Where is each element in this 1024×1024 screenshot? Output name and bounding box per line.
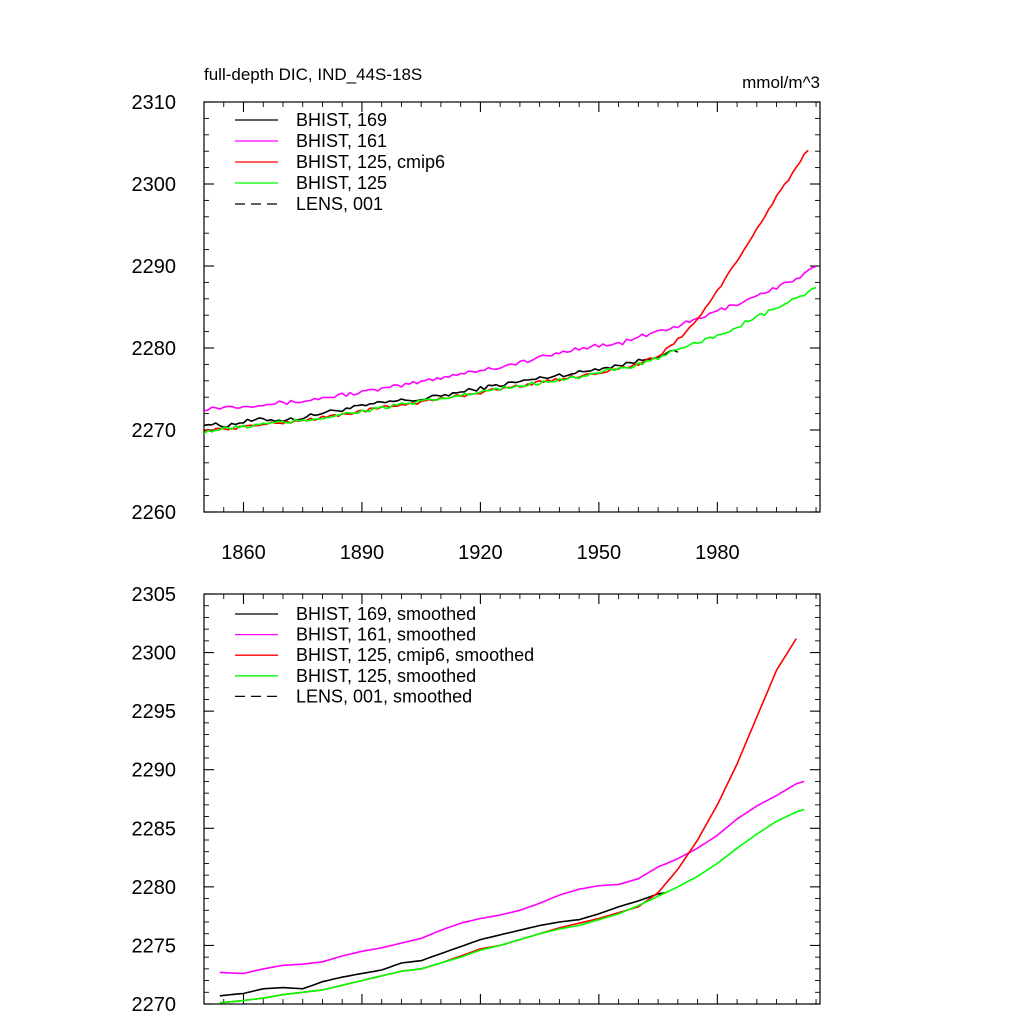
- units-label: mmol/m^3: [742, 73, 820, 92]
- y-tick-label: 2295: [132, 701, 177, 723]
- x-tick-label: 1920: [458, 542, 503, 564]
- legend-label: LENS, 001: [296, 194, 383, 214]
- y-tick-label: 2280: [132, 877, 177, 899]
- x-tick-label: 1980: [695, 542, 740, 564]
- legend-label: BHIST, 161, smoothed: [296, 625, 476, 645]
- x-tick-label: 1860: [221, 542, 266, 564]
- y-tick-label: 2275: [132, 935, 177, 957]
- y-tick-label: 2300: [132, 643, 177, 665]
- legend-label: BHIST, 125, cmip6, smoothed: [296, 645, 534, 665]
- y-tick-label: 2285: [132, 818, 177, 840]
- series-line-3: [204, 149, 809, 434]
- series-line-2: [219, 780, 805, 975]
- y-tick-label: 2300: [132, 174, 177, 196]
- chart-title: full-depth DIC, IND_44S-18S: [204, 65, 422, 84]
- y-tick-label: 2270: [132, 994, 177, 1016]
- y-tick-label: 2305: [132, 584, 177, 606]
- series-line-1: [219, 891, 667, 997]
- legend-label: BHIST, 125, cmip6: [296, 152, 445, 172]
- legend-label: BHIST, 169, smoothed: [296, 604, 476, 624]
- y-tick-label: 2310: [132, 92, 177, 114]
- legend-label: BHIST, 169: [296, 110, 387, 130]
- legend-label: BHIST, 161: [296, 131, 387, 151]
- x-tick-label: 1890: [340, 542, 385, 564]
- y-tick-label: 2270: [132, 420, 177, 442]
- series-group: [204, 149, 817, 435]
- series-line-2: [204, 265, 817, 412]
- y-tick-label: 2280: [132, 338, 177, 360]
- plot-frame: [203, 101, 821, 513]
- y-tick-label: 2290: [132, 760, 177, 782]
- chart-panel-2: 2270 2275 2280 2285 2290 2295 2300 2305 BHIST, 1…: [132, 584, 821, 1016]
- y-tick-label: 2290: [132, 256, 177, 278]
- series-line-4: [219, 808, 805, 1004]
- series-line-1: [204, 349, 679, 428]
- legend-label: BHIST, 125: [296, 173, 387, 193]
- legend-label: LENS, 001, smoothed: [296, 686, 472, 706]
- series-line-4: [204, 286, 817, 435]
- legend-label: BHIST, 125, smoothed: [296, 666, 476, 686]
- chart-panel-1: 2260 2270 2280 2290 2300 2310 1860 1890 1920 1950…: [132, 65, 821, 564]
- series-group: [219, 638, 805, 1004]
- y-tick-label: 2260: [132, 502, 177, 524]
- x-tick-label: 1950: [577, 542, 622, 564]
- plot-frame: [203, 593, 821, 1005]
